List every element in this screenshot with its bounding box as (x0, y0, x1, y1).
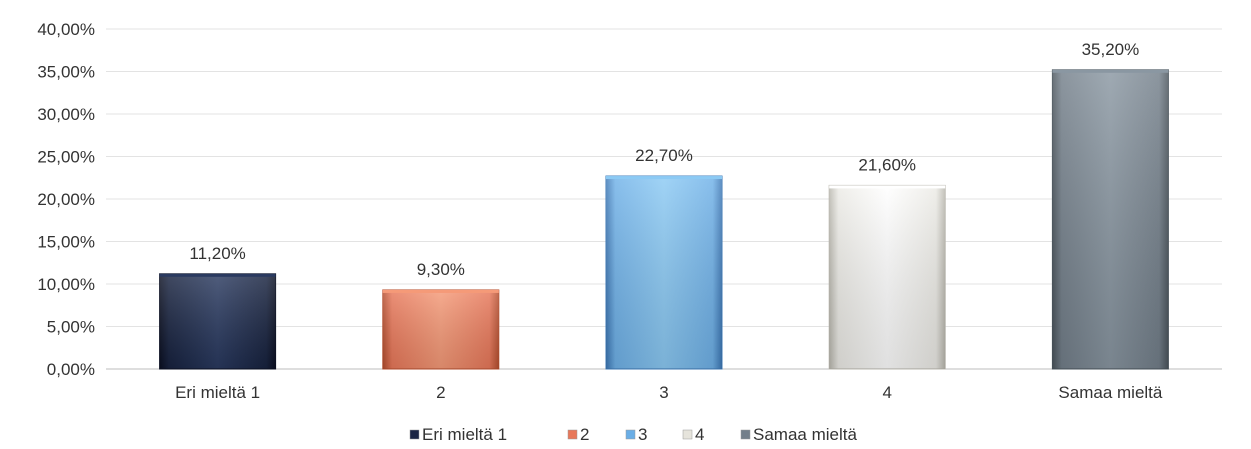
bar-top-highlight (382, 289, 499, 293)
legend-label: Samaa mieltä (753, 425, 857, 444)
x-tick-label: 4 (882, 383, 891, 402)
data-label: 35,20% (1082, 40, 1140, 59)
legend-label: Eri mieltä 1 (422, 425, 507, 444)
bars (159, 69, 1169, 370)
y-tick-label: 35,00% (37, 63, 95, 82)
y-tick-label: 20,00% (37, 190, 95, 209)
legend-label: 4 (695, 425, 704, 444)
data-label: 11,20% (189, 244, 245, 263)
x-tick-label: Samaa mieltä (1058, 383, 1162, 402)
bar-shade (829, 185, 946, 369)
legend-swatch (740, 429, 751, 440)
bar-top-highlight (1052, 69, 1169, 73)
x-tick-label: 3 (659, 383, 668, 402)
bar-shade (1052, 69, 1169, 370)
y-tick-label: 10,00% (37, 275, 95, 294)
legend-label: 2 (580, 425, 589, 444)
data-label: 22,70% (635, 146, 693, 165)
y-tick-label: 25,00% (37, 148, 95, 167)
legend: Eri mieltä 1 2 3 4 Samaa mieltä (409, 425, 857, 444)
bar-top-highlight (829, 185, 946, 189)
y-tick-label: 15,00% (37, 233, 95, 252)
data-labels: 11,20% 9,30% 22,70% 21,60% 35,20% (189, 40, 1139, 279)
x-tick-label: Eri mieltä 1 (175, 383, 260, 402)
x-tick-label: 2 (436, 383, 445, 402)
data-label: 9,30% (417, 260, 465, 279)
y-axis-tick-labels: 0,00% 5,00% 10,00% 15,00% 20,00% 25,00% 30,00%… (37, 20, 95, 379)
legend-swatch (409, 429, 420, 440)
y-tick-label: 40,00% (37, 20, 95, 39)
bar-shade (159, 273, 276, 369)
y-tick-label: 5,00% (47, 318, 95, 337)
y-tick-label: 30,00% (37, 105, 95, 124)
data-label: 21,60% (858, 155, 916, 174)
legend-swatch (625, 429, 636, 440)
y-tick-label: 0,00% (47, 360, 95, 379)
legend-swatch (682, 429, 693, 440)
legend-swatch (567, 429, 578, 440)
legend-label: 3 (638, 425, 647, 444)
bar-shade (382, 289, 499, 369)
bar-top-highlight (159, 273, 276, 277)
bar-top-highlight (606, 176, 722, 180)
x-axis-category-labels: Eri mieltä 1 2 3 4 Samaa mieltä (175, 383, 1163, 402)
bar-shade (606, 176, 722, 369)
